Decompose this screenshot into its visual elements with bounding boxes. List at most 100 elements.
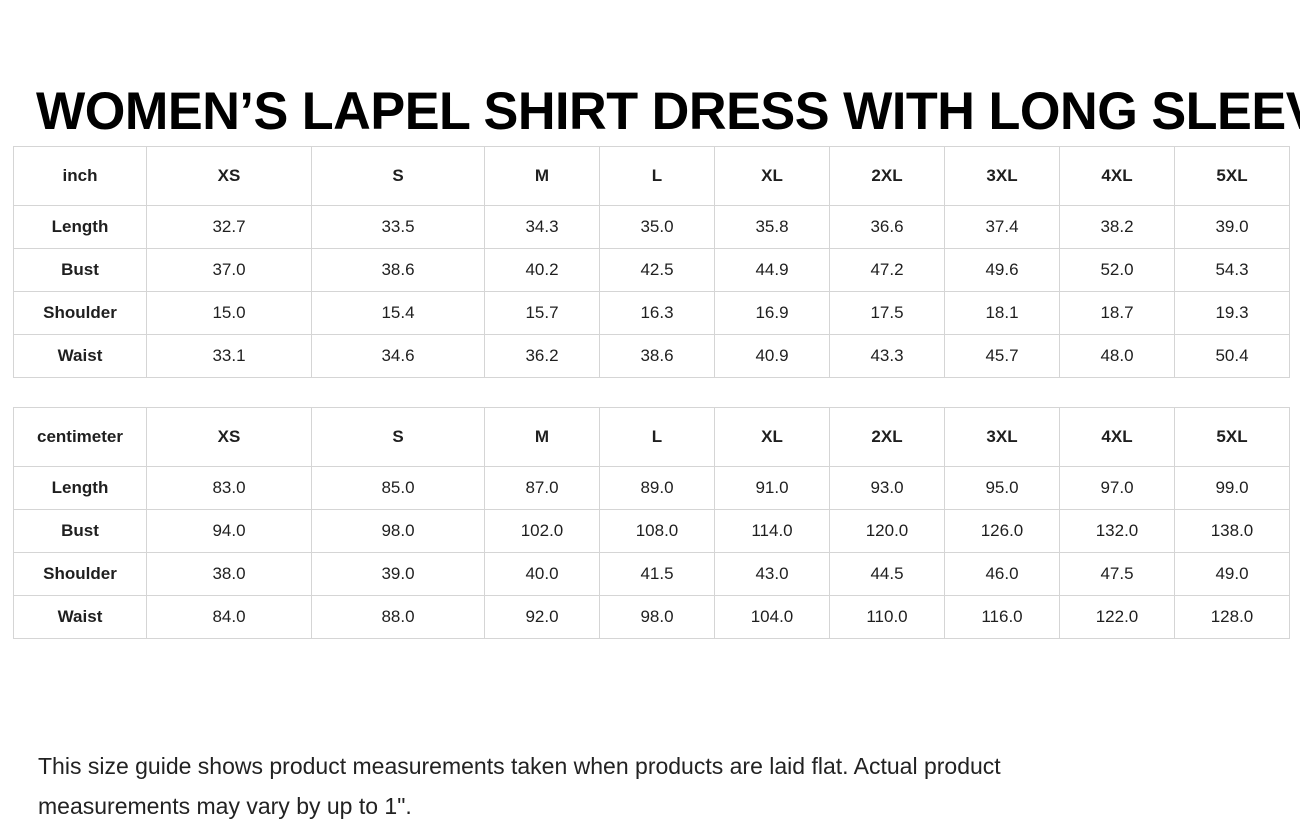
cell-value: 17.5 [829,291,945,335]
cell-value: 50.4 [1174,334,1290,378]
cell-value: 128.0 [1174,595,1290,639]
cell-value: 138.0 [1174,509,1290,553]
cell-value: 39.0 [1174,205,1290,249]
cell-value: 88.0 [311,595,485,639]
cell-value: 108.0 [599,509,715,553]
column-header-unit: inch [13,146,147,206]
cell-value: 102.0 [484,509,600,553]
cell-value: 87.0 [484,466,600,510]
cell-value: 18.1 [944,291,1060,335]
cell-value: 98.0 [311,509,485,553]
cell-value: 33.1 [146,334,312,378]
cell-value: 44.5 [829,552,945,596]
row-label: Bust [13,509,147,553]
cell-value: 132.0 [1059,509,1175,553]
cell-value: 48.0 [1059,334,1175,378]
column-header-m: M [484,407,600,467]
column-header-2xl: 2XL [829,146,945,206]
cell-value: 32.7 [146,205,312,249]
cell-value: 18.7 [1059,291,1175,335]
column-header-s: S [311,407,485,467]
table-header-centimeter: centimeter XS S M L XL 2XL 3XL 4XL 5XL [13,407,1290,467]
column-header-xs: XS [146,146,312,206]
column-header-5xl: 5XL [1174,407,1290,467]
cell-value: 42.5 [599,248,715,292]
column-header-unit: centimeter [13,407,147,467]
table-row: Length 83.0 85.0 87.0 89.0 91.0 93.0 95.… [13,466,1290,510]
cell-value: 116.0 [944,595,1060,639]
table-row: Bust 94.0 98.0 102.0 108.0 114.0 120.0 1… [13,509,1290,553]
column-header-xs: XS [146,407,312,467]
table-row: Length 32.7 33.5 34.3 35.0 35.8 36.6 37.… [13,205,1290,249]
cell-value: 36.2 [484,334,600,378]
table-row: Waist 84.0 88.0 92.0 98.0 104.0 110.0 11… [13,595,1290,639]
table-row: Shoulder 15.0 15.4 15.7 16.3 16.9 17.5 1… [13,291,1290,335]
cell-value: 44.9 [714,248,830,292]
cell-value: 98.0 [599,595,715,639]
cell-value: 49.0 [1174,552,1290,596]
table-header-row: centimeter XS S M L XL 2XL 3XL 4XL 5XL [13,407,1290,467]
cell-value: 92.0 [484,595,600,639]
cell-value: 84.0 [146,595,312,639]
cell-value: 34.3 [484,205,600,249]
cell-value: 104.0 [714,595,830,639]
cell-value: 38.6 [311,248,485,292]
column-header-xl: XL [714,146,830,206]
cell-value: 52.0 [1059,248,1175,292]
column-header-s: S [311,146,485,206]
cell-value: 37.0 [146,248,312,292]
cell-value: 110.0 [829,595,945,639]
column-header-5xl: 5XL [1174,146,1290,206]
column-header-l: L [599,407,715,467]
cell-value: 19.3 [1174,291,1290,335]
table-body-centimeter: Length 83.0 85.0 87.0 89.0 91.0 93.0 95.… [13,466,1290,639]
table-row: Shoulder 38.0 39.0 40.0 41.5 43.0 44.5 4… [13,552,1290,596]
cell-value: 114.0 [714,509,830,553]
cell-value: 54.3 [1174,248,1290,292]
cell-value: 38.0 [146,552,312,596]
cell-value: 34.6 [311,334,485,378]
cell-value: 94.0 [146,509,312,553]
column-header-3xl: 3XL [944,407,1060,467]
size-table-inch: inch XS S M L XL 2XL 3XL 4XL 5XL Length … [13,146,1290,378]
cell-value: 36.6 [829,205,945,249]
cell-value: 49.6 [944,248,1060,292]
cell-value: 40.9 [714,334,830,378]
cell-value: 99.0 [1174,466,1290,510]
cell-value: 120.0 [829,509,945,553]
row-label: Length [13,466,147,510]
column-header-m: M [484,146,600,206]
cell-value: 38.2 [1059,205,1175,249]
cell-value: 126.0 [944,509,1060,553]
cell-value: 35.0 [599,205,715,249]
column-header-l: L [599,146,715,206]
cell-value: 47.5 [1059,552,1175,596]
row-label: Shoulder [13,291,147,335]
cell-value: 39.0 [311,552,485,596]
cell-value: 97.0 [1059,466,1175,510]
cell-value: 122.0 [1059,595,1175,639]
size-table-centimeter: centimeter XS S M L XL 2XL 3XL 4XL 5XL L… [13,407,1290,639]
column-header-3xl: 3XL [944,146,1060,206]
table-header-inch: inch XS S M L XL 2XL 3XL 4XL 5XL [13,146,1290,206]
cell-value: 47.2 [829,248,945,292]
cell-value: 16.9 [714,291,830,335]
cell-value: 15.4 [311,291,485,335]
row-label: Waist [13,595,147,639]
table-row: Bust 37.0 38.6 40.2 42.5 44.9 47.2 49.6 … [13,248,1290,292]
row-label: Length [13,205,147,249]
table-row: Waist 33.1 34.6 36.2 38.6 40.9 43.3 45.7… [13,334,1290,378]
cell-value: 38.6 [599,334,715,378]
size-guide-note: This size guide shows product measuremen… [38,753,1001,819]
cell-value: 46.0 [944,552,1060,596]
cell-value: 40.2 [484,248,600,292]
cell-value: 35.8 [714,205,830,249]
cell-value: 91.0 [714,466,830,510]
cell-value: 33.5 [311,205,485,249]
cell-value: 85.0 [311,466,485,510]
column-header-2xl: 2XL [829,407,945,467]
cell-value: 16.3 [599,291,715,335]
cell-value: 40.0 [484,552,600,596]
cell-value: 95.0 [944,466,1060,510]
